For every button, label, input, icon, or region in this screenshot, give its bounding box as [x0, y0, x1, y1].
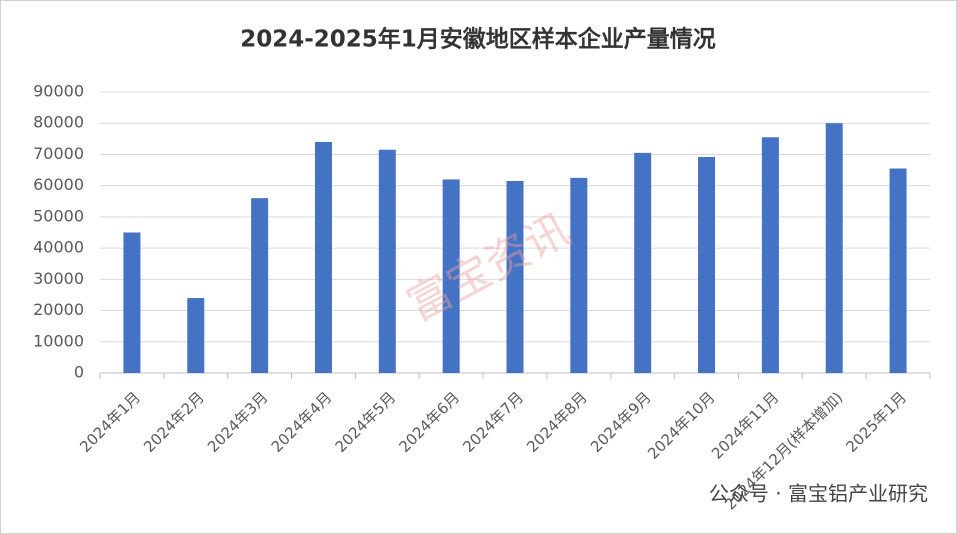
- bar: [123, 232, 141, 373]
- source-note: 公众号 · 富宝铝产业研究: [709, 482, 928, 506]
- y-tick-label: 20000: [33, 300, 84, 319]
- bar: [889, 168, 907, 373]
- y-tick-label: 10000: [33, 331, 84, 350]
- bar: [761, 137, 779, 373]
- bar: [251, 198, 269, 373]
- chart-title: 2024-2025年1月安徽地区样本企业产量情况: [240, 26, 716, 53]
- bar: [634, 152, 652, 373]
- bar: [825, 123, 843, 373]
- bar: [570, 177, 588, 373]
- bar: [314, 141, 332, 373]
- y-tick-label: 60000: [33, 175, 84, 194]
- bar: [506, 180, 524, 373]
- y-tick-label: 50000: [33, 206, 84, 225]
- bar: [187, 298, 205, 373]
- y-tick-label: 70000: [33, 144, 84, 163]
- y-tick-label: 40000: [33, 238, 84, 257]
- y-tick-label: 80000: [33, 113, 84, 132]
- bar: [698, 156, 716, 373]
- y-tick-label: 30000: [33, 269, 84, 288]
- bar: [378, 149, 396, 373]
- bar: [442, 179, 460, 373]
- y-tick-label: 90000: [33, 82, 84, 101]
- y-tick-label: 0: [74, 363, 84, 382]
